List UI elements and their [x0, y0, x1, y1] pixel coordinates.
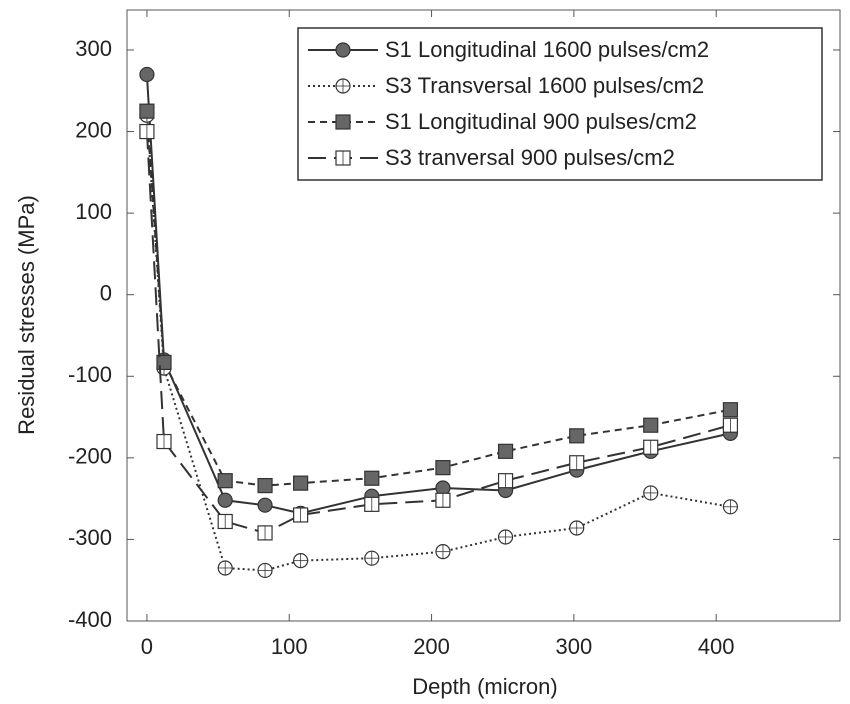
y-tick-label: 0 [100, 281, 112, 306]
x-axis-title: Depth (micron) [412, 674, 557, 699]
marker [217, 473, 233, 489]
marker [569, 428, 585, 444]
marker [435, 460, 451, 476]
legend-label: S3 Transversal 1600 pulses/cm2 [385, 73, 704, 98]
legend-label: S1 Longitudinal 1600 pulses/cm2 [385, 37, 709, 62]
legend-box [297, 27, 823, 181]
y-tick-label: -200 [68, 444, 112, 469]
x-tick-label: 200 [413, 634, 450, 659]
marker [643, 417, 659, 433]
x-tick-label: 0 [141, 634, 153, 659]
x-tick-label: 400 [698, 634, 735, 659]
x-tick-label: 100 [271, 634, 308, 659]
y-axis-title: Residual stresses (MPa) [14, 195, 39, 435]
marker [335, 114, 351, 130]
marker [497, 443, 514, 459]
x-tick-label: 300 [556, 634, 593, 659]
marker [335, 42, 351, 58]
legend-label: S1 Longitudinal 900 pulses/cm2 [385, 109, 697, 134]
marker [139, 103, 155, 119]
marker [217, 492, 233, 508]
y-tick-label: 300 [75, 36, 112, 61]
y-tick-label: 200 [75, 117, 112, 142]
plot-frame [126, 9, 841, 622]
y-tick-label: -300 [68, 525, 112, 550]
y-tick-label: -100 [68, 362, 112, 387]
marker [139, 66, 155, 83]
marker [257, 477, 273, 494]
series-line [145, 131, 731, 534]
marker [293, 475, 309, 491]
legend-label: S3 tranversal 900 pulses/cm2 [385, 145, 675, 170]
y-tick-label: 100 [75, 199, 112, 224]
y-tick-label: -400 [68, 607, 112, 632]
marker [364, 470, 380, 486]
marker [257, 497, 273, 513]
marker [722, 402, 739, 418]
